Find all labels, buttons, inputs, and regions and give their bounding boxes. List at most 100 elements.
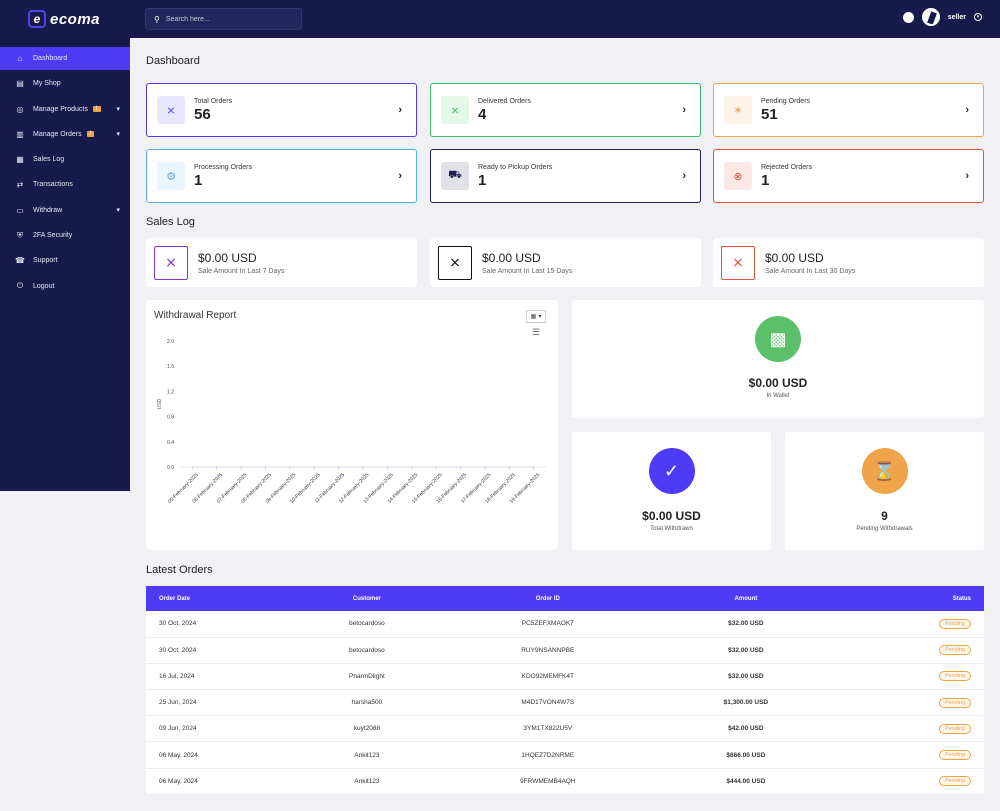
sidebar-item-withdraw[interactable]: ▭ Withdraw ▾: [0, 199, 130, 222]
order-id-cell: M4D17VON4W7S: [437, 689, 658, 717]
status-cell: Pending: [834, 637, 984, 664]
chevron-down-icon[interactable]: ▾: [974, 13, 982, 21]
brand-logo[interactable]: e ecoma: [0, 0, 130, 38]
menu-icon[interactable]: ☰: [531, 327, 541, 337]
sales-amount: $0.00 USD: [765, 250, 824, 265]
sidebar-item-support[interactable]: ☎ Support: [0, 249, 130, 272]
user-name[interactable]: seller: [947, 13, 966, 21]
truck-icon: ⛟: [441, 162, 469, 190]
stat-card-ready-to-pickup-orders[interactable]: ⛟ Ready to Pickup Orders 1 ›: [430, 149, 701, 203]
stat-value: 4: [478, 105, 487, 123]
cart-icon: ⨯: [154, 245, 188, 280]
data-point: [264, 466, 266, 468]
stat-card-pending-orders[interactable]: ✶ Pending Orders 51 ›: [713, 83, 984, 137]
status-cell: Pending: [834, 715, 984, 743]
gear-icon: ⚙: [157, 162, 185, 190]
sales-log-card: ⨯ $0.00 USD Sale Amount In Last 15 Days: [430, 238, 701, 287]
globe-icon[interactable]: [902, 11, 914, 23]
search-input[interactable]: [165, 15, 286, 23]
sales-period-label: Sale Amount In Last 15 Days: [482, 267, 573, 275]
table-row[interactable]: 06 May, 2024 Ankit123 9FRWMEMB4AQH $444.00 …: [146, 768, 984, 795]
stat-value: 1: [761, 171, 770, 189]
search-icon: ⚲: [154, 14, 160, 24]
alert-badge: !: [92, 106, 101, 113]
sidebar-item-logout[interactable]: ⏻ Logout: [0, 275, 130, 298]
logout-icon: ⏻: [16, 281, 24, 291]
chevron-right-icon: ›: [398, 104, 402, 116]
pending-withdrawals-label: Pending Withdrawals: [856, 526, 913, 532]
column-header-order-date[interactable]: Order Date: [146, 586, 296, 611]
status-badge: Pending: [938, 723, 971, 734]
sidebar-item-2fa-security[interactable]: ⛨ 2FA Security: [0, 224, 130, 247]
pending-withdrawals-count: 9: [881, 509, 888, 523]
sidebar-item-my-shop[interactable]: ▤ My Shop: [0, 72, 130, 95]
table-row[interactable]: 16 Jul, 2024 PharmDlight KDO92MEMFK4T $32.0…: [146, 663, 984, 691]
cart-icon: ⨯: [438, 245, 472, 280]
stat-card-total-orders[interactable]: ⨯ Total Orders 56 ›: [146, 83, 417, 137]
stat-label: Total Orders: [194, 97, 233, 105]
table-row[interactable]: 09 Jun, 2024 kuyt2088 3YM1TX822U5V $42.00 U…: [146, 715, 984, 743]
status-badge: Pending: [938, 750, 971, 761]
column-header-customer[interactable]: Customer: [296, 586, 438, 611]
column-header-status[interactable]: Status: [834, 586, 984, 611]
sidebar-item-dashboard[interactable]: ⌂ Dashboard: [0, 47, 130, 70]
pending-withdrawals-card: ⌛ 9 Pending Withdrawals: [785, 432, 984, 550]
date-filter-button[interactable]: ▦ ▾: [526, 310, 546, 323]
chevron-right-icon: ›: [682, 104, 686, 116]
chevron-down-icon: ▾: [538, 314, 542, 320]
sidebar-item-manage-orders[interactable]: ▥ Manage Orders ! ▾: [0, 123, 130, 146]
sidebar-item-manage-products[interactable]: ◎ Manage Products ! ▾: [0, 98, 130, 121]
order-date-cell: 16 Jul, 2024: [146, 663, 296, 691]
sales-log-title: Sales Log: [146, 216, 195, 228]
data-point: [289, 466, 291, 468]
calendar-icon: ▦: [530, 314, 537, 320]
wallet-label: In Wallet: [766, 393, 790, 399]
total-withdrawn-label: Total Withdrawn: [650, 526, 693, 532]
shop-icon: ▤: [16, 79, 24, 89]
stat-card-rejected-orders[interactable]: ⊗ Rejected Orders 1 ›: [713, 149, 984, 203]
status-badge: Pending: [938, 645, 971, 656]
sidebar-item-label: Transactions: [33, 181, 73, 189]
withdraw-icon: ▭: [16, 205, 24, 215]
sidebar-item-sales-log[interactable]: ▦ Sales Log: [0, 148, 130, 171]
avatar[interactable]: [921, 8, 940, 26]
data-point: [216, 466, 218, 468]
table-row[interactable]: 30 Oct, 2024 betocardoso PC5ZEFXMAOK7 $32.0…: [146, 611, 984, 638]
chevron-right-icon: ›: [965, 104, 969, 116]
withdrawal-chart: USD2.01.61.20.80.40.005-February-202506-…: [157, 339, 546, 505]
stat-label: Rejected Orders: [761, 163, 812, 171]
support-icon: ☎: [15, 256, 25, 266]
customer-cell: harsha500: [296, 689, 438, 717]
search-box[interactable]: ⚲: [145, 8, 302, 30]
column-header-amount[interactable]: Amount: [657, 586, 834, 611]
chart-tools: ▦ ▾ ☰: [526, 310, 546, 338]
customer-cell: Ankit123: [296, 768, 438, 795]
sidebar-item-transactions[interactable]: ⇄ Transactions: [0, 173, 130, 196]
product-icon: ◎: [16, 104, 24, 114]
data-point: [484, 466, 486, 468]
table-row[interactable]: 30 Oct, 2024 betocardoso RUY9NSANNPBE $32.0…: [146, 637, 984, 664]
y-tick-label: 0.4: [167, 440, 174, 446]
order-id-cell: 1HQEZ7D2NRME: [437, 741, 658, 769]
stat-value: 51: [761, 105, 778, 123]
total-withdrawn-card: ✓ $0.00 USD Total Withdrawn: [572, 432, 771, 550]
order-id-cell: 9FRWMEMB4AQH: [437, 768, 658, 795]
order-id-cell: 3YM1TX822U5V: [437, 715, 658, 743]
order-date-cell: 30 Oct, 2024: [146, 611, 296, 638]
sales-period-label: Sale Amount In Last 30 Days: [765, 267, 856, 275]
table-header-row: Order Date Customer Order ID Amount Status: [146, 586, 984, 611]
order-date-cell: 09 Jun, 2024: [146, 715, 296, 743]
stat-card-processing-orders[interactable]: ⚙ Processing Orders 1 ›: [146, 149, 417, 203]
chevron-down-icon: ▾: [116, 207, 120, 215]
order-date-cell: 06 May, 2024: [146, 768, 296, 795]
chevron-right-icon: ›: [398, 170, 402, 182]
sales-log-card: ⨯ $0.00 USD Sale Amount In Last 30 Days: [713, 238, 984, 287]
customer-cell: kuyt2088: [296, 715, 438, 743]
table-row[interactable]: 06 May, 2024 Ankit123 1HQEZ7D2NRME $666.00 …: [146, 741, 984, 769]
table-row[interactable]: 25 Jun, 2024 harsha500 M4D17VON4W7S $1,300.…: [146, 689, 984, 717]
column-header-order-id[interactable]: Order ID: [437, 586, 658, 611]
amount-cell: $32.00 USD: [657, 663, 834, 691]
sidebar-item-label: Manage Products: [33, 105, 88, 113]
stat-card-delivered-orders[interactable]: ⨯ Delivered Orders 4 ›: [430, 83, 701, 137]
y-tick-label: 2.0: [167, 339, 174, 345]
